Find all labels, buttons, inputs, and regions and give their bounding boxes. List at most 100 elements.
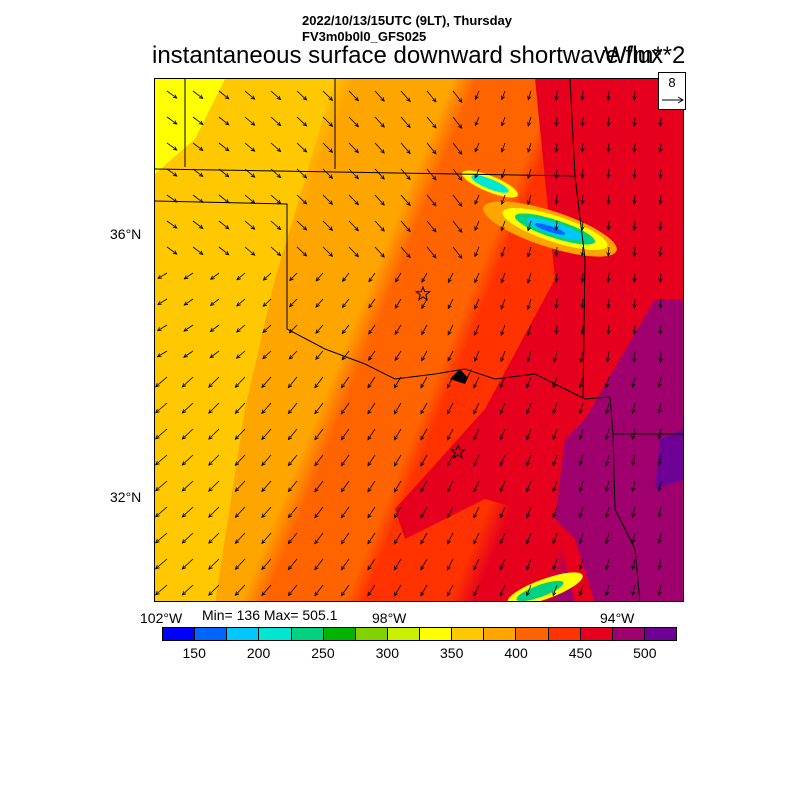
wind-vector [659, 116, 662, 127]
wind-vector [322, 90, 333, 101]
wind-vector [341, 428, 350, 440]
wind-vector-head [368, 329, 373, 335]
wind-vector [261, 428, 272, 440]
wind-vector-head [276, 225, 282, 231]
wind-vector [607, 220, 610, 231]
wind-vector [501, 142, 506, 153]
wind-vector [633, 116, 636, 127]
wind-vector [555, 246, 558, 257]
wind-vector-head [526, 331, 531, 337]
wind-vector [420, 428, 428, 441]
city-star-marker [414, 285, 432, 301]
wind-vector [155, 376, 168, 388]
wind-vector-head [155, 434, 160, 440]
wind-vector-head [474, 95, 479, 101]
wind-vector-head [473, 383, 478, 389]
wind-vector [474, 142, 480, 152]
wind-vector [632, 428, 636, 440]
wind-vector-head [657, 435, 662, 440]
wind-vector [181, 480, 194, 492]
wind-vector-head [420, 565, 425, 571]
wind-vector [289, 298, 298, 307]
wind-vector-head [554, 330, 559, 335]
wind-vector [314, 532, 324, 544]
wind-vector-head [340, 461, 346, 467]
wind-vector [166, 194, 178, 203]
wind-vector-head [157, 300, 162, 306]
wind-vector-head [172, 198, 178, 203]
wind-vector [632, 558, 636, 570]
colorbar-swatch [323, 628, 356, 640]
wind-vector [155, 480, 168, 492]
wind-vector [394, 402, 402, 415]
wind-vector [421, 272, 428, 283]
wind-vector-head [156, 327, 162, 332]
cloud-patch-cyan [471, 175, 509, 193]
wind-vector-head [393, 513, 398, 519]
wind-vector-head [657, 409, 662, 414]
wind-vector [447, 324, 454, 335]
wind-vector-head [367, 591, 372, 597]
colorbar [162, 627, 677, 641]
wind-vector [579, 454, 584, 466]
wind-vector-head [393, 409, 398, 415]
wind-vector [555, 90, 558, 101]
wind-vector-head [380, 149, 385, 154]
wind-vector-head [287, 435, 293, 441]
wind-vector-head [198, 146, 204, 151]
wind-vector [658, 376, 662, 388]
wind-vector-head [501, 95, 505, 101]
wind-vector-head [380, 97, 385, 102]
wind-vector-head [155, 382, 160, 388]
wind-vector-head [631, 409, 636, 415]
wind-vector [499, 480, 506, 492]
wind-vector [553, 350, 558, 362]
wind-vector-head [315, 329, 320, 334]
wind-vector [607, 90, 610, 101]
wind-vector-head [198, 120, 204, 125]
wind-vector-head [354, 226, 359, 232]
wind-vector-head [287, 383, 293, 389]
wind-vector-head [198, 172, 204, 177]
wind-vector [420, 584, 428, 597]
wind-vector-head [328, 226, 334, 231]
wind-vector [659, 246, 662, 257]
wind-vector-head [499, 461, 504, 467]
wind-vector [605, 480, 610, 492]
wind-vector [208, 506, 220, 518]
wind-vector-head [183, 327, 189, 332]
wind-vector [499, 428, 506, 440]
wind-vector [426, 194, 437, 207]
wind-vector-head [580, 304, 585, 309]
wind-vector-head [262, 276, 268, 281]
colorbar-label: 150 [182, 645, 206, 661]
wind-vector [155, 454, 168, 466]
wind-vector-head [209, 353, 215, 359]
wind-vector [501, 90, 506, 100]
wind-vector [394, 558, 402, 571]
wind-vector [374, 220, 385, 232]
wind-vector [262, 324, 272, 333]
wind-vector-head [181, 435, 187, 440]
field-yellow-nw [155, 79, 225, 174]
wind-vector [581, 116, 584, 127]
wind-vector [367, 506, 376, 519]
wind-vector-head [526, 278, 531, 284]
wind-vector-head [446, 409, 451, 415]
wind-vector-head [354, 96, 359, 102]
wind-vector-head [458, 228, 463, 233]
colorbar-swatch [227, 628, 260, 640]
wind-vector [633, 168, 636, 179]
wind-vector [501, 168, 506, 179]
wind-vector-head [288, 328, 294, 334]
wind-vector [633, 272, 636, 283]
wind-vector-head [553, 357, 558, 363]
wind-vector [218, 220, 230, 230]
wind-vector-head [606, 96, 611, 101]
colorbar-swatch [259, 628, 292, 640]
wind-vector [473, 480, 480, 492]
field-band-west [155, 79, 335, 601]
wind-vector [526, 532, 532, 544]
min-max-label: Min= 136 Max= 505.1 [202, 607, 338, 623]
wind-vector [296, 90, 307, 101]
